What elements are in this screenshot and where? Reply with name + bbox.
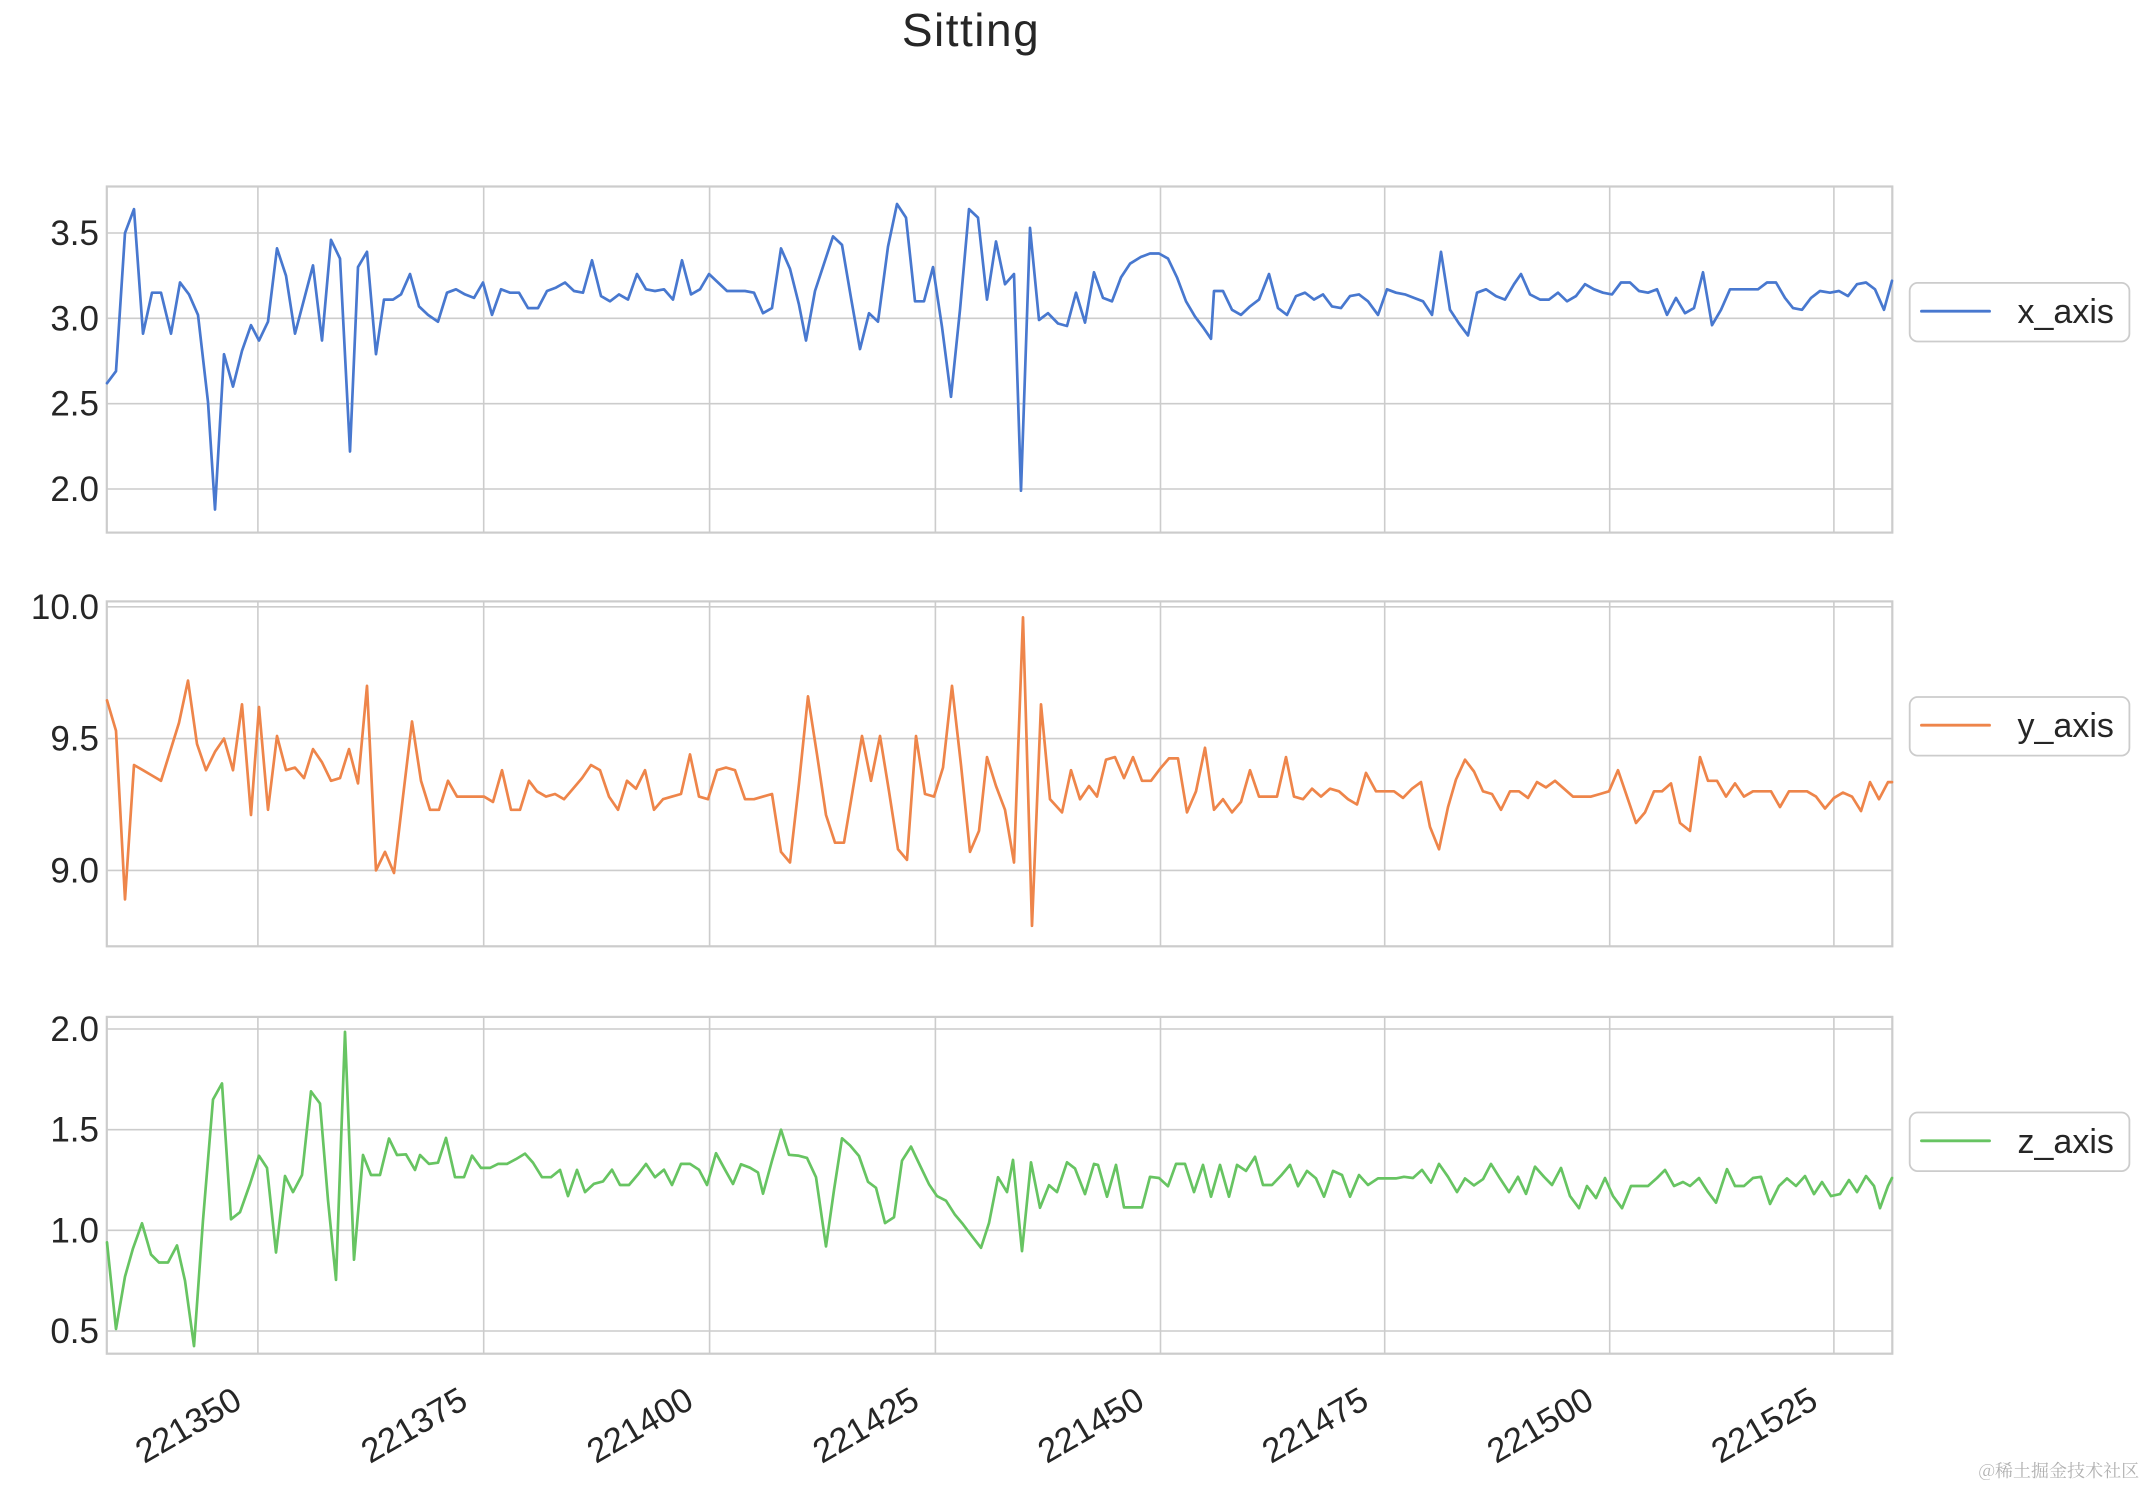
svg-text:3.0: 3.0 — [50, 299, 99, 338]
svg-text:x_axis: x_axis — [2018, 293, 2114, 331]
svg-text:Sitting: Sitting — [902, 4, 1040, 56]
svg-text:z_axis: z_axis — [2018, 1123, 2114, 1161]
svg-text:y_axis: y_axis — [2018, 707, 2114, 745]
svg-text:0.5: 0.5 — [50, 1312, 99, 1351]
svg-text:1.0: 1.0 — [50, 1211, 99, 1250]
svg-text:2.0: 2.0 — [50, 470, 99, 509]
svg-text:1.5: 1.5 — [50, 1111, 99, 1150]
svg-text:10.0: 10.0 — [31, 588, 99, 627]
svg-text:9.0: 9.0 — [50, 851, 99, 890]
svg-text:9.5: 9.5 — [50, 720, 99, 759]
svg-text:2.0: 2.0 — [50, 1010, 99, 1049]
svg-text:3.5: 3.5 — [50, 214, 99, 253]
svg-text:2.5: 2.5 — [50, 385, 99, 424]
